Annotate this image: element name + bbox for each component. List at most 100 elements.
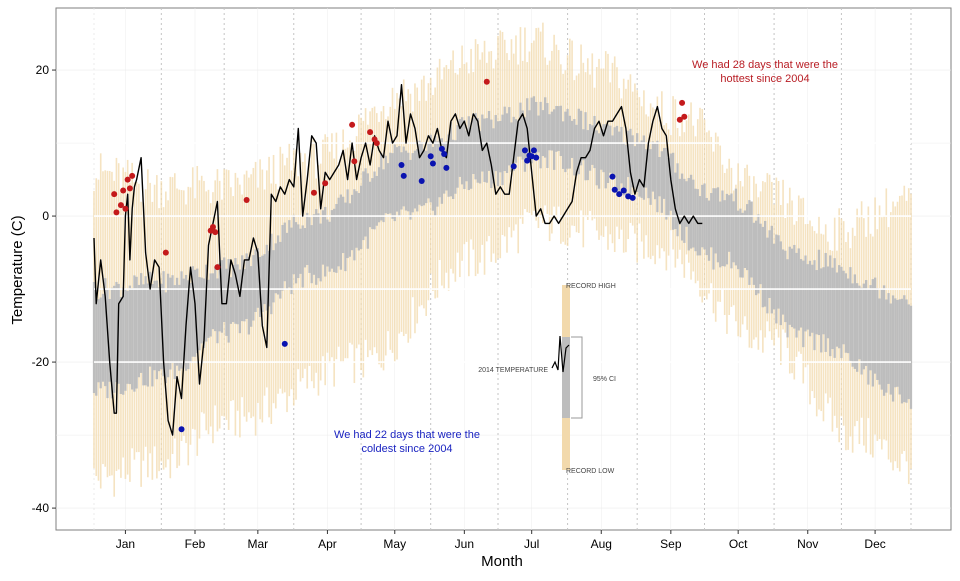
ci-bar [561,121,565,169]
ci-bar [692,179,695,248]
ci-bar [133,275,136,392]
ci-bar [321,210,325,265]
ci-bar [366,173,369,249]
ci-bar [169,277,172,370]
ci-bar [310,225,313,284]
ci-bar [620,126,623,184]
record-bar [274,183,277,409]
x-tick-label: Feb [185,537,206,551]
ci-bar [281,225,284,291]
ci-bar [523,117,527,172]
hot-day-point [310,189,317,196]
x-tick-label: Oct [729,537,748,551]
cold-day-point [521,147,528,154]
ci-bar [548,114,551,151]
ci-bar [460,117,464,185]
ci-bar [126,290,129,384]
ci-bar [357,193,360,251]
ci-bar [418,140,421,205]
ci-bar [858,285,861,360]
ci-bar [719,201,722,268]
ci-bar [698,196,702,256]
ci-bar [355,191,358,248]
record-bar [389,106,392,350]
ci-bar [593,115,596,169]
record-bar [402,79,405,337]
ci-bar [499,120,502,173]
ci-bar [427,142,430,199]
ci-bar [290,227,293,295]
ci-bar [840,266,843,359]
ci-bar [550,111,554,151]
ci-bar [335,204,338,273]
record-bar [393,108,396,363]
ci-bar [104,278,107,387]
ci-bar [413,150,417,209]
white-grid-lines [94,142,911,363]
ci-bar [689,174,693,249]
ci-bar [894,298,897,388]
ci-bar [429,134,432,203]
extreme-points [111,78,688,433]
ci-bar [380,153,383,221]
cold-day-point [616,191,623,198]
ci-bar [155,280,158,380]
ci-bar [306,212,309,265]
ci-bar [553,109,556,170]
ci-bar [568,115,571,169]
ci-bar [566,108,569,169]
ci-bar [871,279,874,387]
ci-bar [600,129,603,170]
temperature-bands [92,22,913,497]
ci-bar [674,172,677,230]
cold-annotation-line-1: We had 22 days that were the [334,429,480,441]
ci-bar [182,278,185,361]
ci-bar [238,269,242,334]
hot-day-point [681,113,688,120]
ci-bar [530,97,533,164]
ci-bar [135,276,138,389]
ci-bar [829,255,832,357]
ci-bar [283,222,286,282]
cold-day-point [398,161,405,168]
ci-bar [591,125,594,165]
cold-day-point [178,426,185,433]
ci-bar [647,144,650,199]
temperature-line [93,83,703,436]
ci-bar [665,147,668,220]
ci-bar [851,283,854,367]
ci-bar [546,103,549,169]
ci-bar [826,266,830,339]
record-bar [375,113,378,354]
ci-bar [115,281,118,383]
record-bar [378,121,380,365]
ci-bar [577,108,580,175]
hot-day-point [483,78,490,85]
ci-bar [451,139,455,200]
ci-bar [312,214,316,275]
cold-day-point [429,160,436,167]
record-bar [391,87,394,353]
ci-bar [775,234,778,324]
ci-bar [463,120,466,190]
ci-bar [885,299,888,393]
ci-bar [362,171,365,241]
ci-bar [880,288,883,390]
cold-day-point [418,178,425,185]
hot-day-point [243,197,250,204]
x-tick-label: Nov [797,537,818,551]
ci-bar [804,255,807,332]
cold-annotation-line-2: coldest since 2004 [361,443,452,455]
ci-bar [725,193,729,265]
ci-bar [786,259,789,338]
ci-bar [573,119,576,176]
cold-day-point [609,173,616,180]
ci-bar [288,220,291,288]
ci-bar [869,285,872,371]
ci-bar [144,276,147,386]
ci-bar [254,249,257,312]
ci-bar [759,223,762,285]
ci-bar [651,141,655,192]
ci-bar [579,110,583,166]
